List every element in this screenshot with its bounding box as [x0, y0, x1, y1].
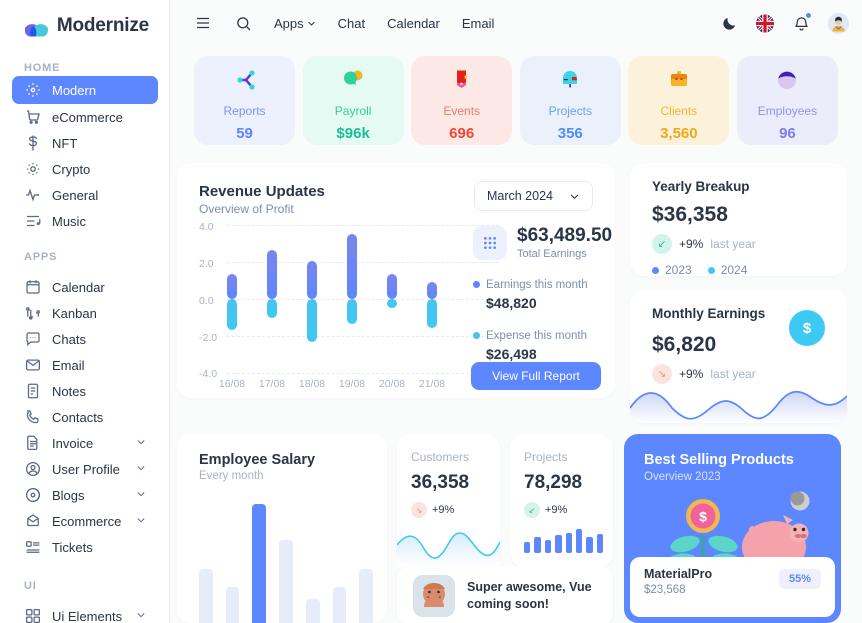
svg-text:$: $: [699, 509, 707, 525]
